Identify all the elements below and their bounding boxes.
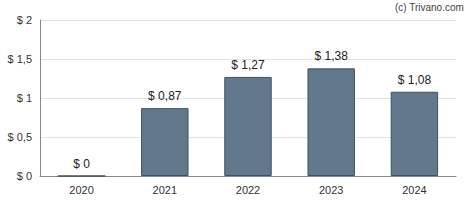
svg-text:$ 1: $ 1 [17, 92, 32, 104]
svg-text:$ 0: $ 0 [17, 170, 32, 182]
svg-text:2024: 2024 [402, 184, 426, 196]
svg-text:$ 0,87: $ 0,87 [148, 89, 182, 103]
svg-text:$ 1,5: $ 1,5 [8, 53, 32, 65]
svg-text:2020: 2020 [69, 184, 93, 196]
svg-text:$ 0,5: $ 0,5 [8, 131, 32, 143]
svg-text:2021: 2021 [153, 184, 177, 196]
svg-text:$ 1,27: $ 1,27 [231, 58, 265, 72]
svg-text:2022: 2022 [236, 184, 260, 196]
svg-text:$ 1,08: $ 1,08 [398, 73, 432, 87]
svg-text:2023: 2023 [319, 184, 343, 196]
svg-text:$ 1,38: $ 1,38 [315, 49, 349, 63]
svg-text:$ 0: $ 0 [73, 157, 90, 171]
svg-text:$ 2: $ 2 [17, 14, 32, 26]
svg-text:(c) Trivano.com: (c) Trivano.com [395, 2, 464, 13]
